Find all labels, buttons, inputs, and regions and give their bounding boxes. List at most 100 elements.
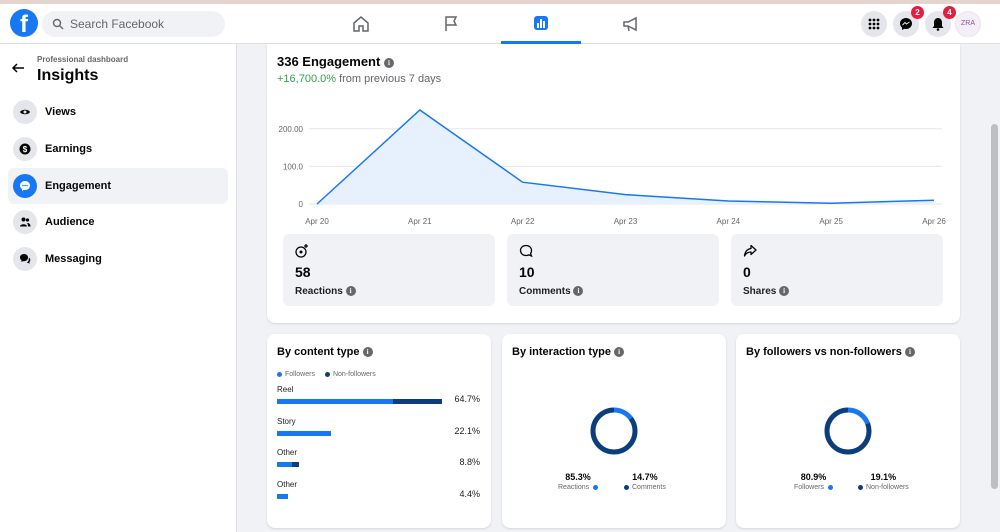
eye-icon <box>13 100 37 124</box>
row-percent: 64.7% <box>454 394 480 404</box>
change-text: from previous 7 days <box>336 73 442 85</box>
flag-icon <box>445 16 458 31</box>
shares-label: Shares i <box>743 286 790 297</box>
y-tick-label: 100.0 <box>283 162 304 171</box>
x-tick-label: Apr 21 <box>408 217 432 226</box>
info-icon[interactable]: i <box>614 347 625 358</box>
metric-shares: 0 Shares i <box>731 234 943 306</box>
comment-icon <box>519 244 533 258</box>
info-icon[interactable]: i <box>362 347 373 358</box>
dollar-icon: $ <box>13 137 37 161</box>
by-followers-card: By followers vs non-followers i 80.9% Fo… <box>736 334 960 528</box>
comments-label: Comments i <box>519 286 584 297</box>
change-percent: +16,700.0% <box>277 73 337 85</box>
breadcrumb: Professional dashboard <box>37 55 129 64</box>
grid-menu-icon <box>868 18 880 30</box>
x-tick-label: Apr 24 <box>717 217 741 226</box>
nav-pages[interactable] <box>411 4 491 44</box>
engagement-line-chart: 0 100.0 200.00 Apr 20 Apr 21 Apr 22 Apr 23 Apr … <box>279 109 946 226</box>
row-bar <box>277 430 332 436</box>
profile-avatar[interactable]: ZRA <box>955 11 981 37</box>
back-arrow-icon[interactable] <box>10 60 26 76</box>
search-input[interactable]: Search Facebook <box>42 11 225 37</box>
facebook-logo[interactable]: f <box>10 9 38 37</box>
nav-ads[interactable] <box>591 4 671 44</box>
content-type-row: Other 4.4% <box>277 480 480 502</box>
sidebar-item-label: Messaging <box>45 253 102 265</box>
sidebar-item-label: Earnings <box>45 143 93 155</box>
donut-slice <box>590 407 638 455</box>
info-icon[interactable]: i <box>573 286 584 297</box>
sidebar-item-label: Engagement <box>45 180 112 192</box>
messenger-button[interactable]: 2 <box>893 6 924 37</box>
stat-comments: 14.7% Comments <box>624 472 666 491</box>
info-icon[interactable]: i <box>383 57 394 68</box>
legend-non-followers: Non-followers <box>324 371 376 378</box>
row-label: Other <box>277 448 298 457</box>
share-icon <box>743 244 757 257</box>
engagement-change: +16,700.0% from previous 7 days <box>277 73 441 85</box>
info-icon[interactable]: i <box>345 286 356 297</box>
top-navigation-bar: f Search Facebook 2 4 ZRA <box>0 4 1000 44</box>
notifications-button[interactable]: 4 <box>925 6 956 37</box>
nav-home[interactable] <box>321 4 401 44</box>
x-tick-label: Apr 22 <box>511 217 535 226</box>
x-tick-label: Apr 23 <box>614 217 638 226</box>
y-tick-label: 200.00 <box>279 125 304 134</box>
reactions-label: Reactions i <box>295 286 356 297</box>
window-top-strip <box>0 0 1000 4</box>
home-icon <box>353 16 369 32</box>
engagement-area-fill <box>317 110 934 204</box>
chart-legend: Followers Non-followers <box>277 371 376 378</box>
chat-bubble-icon <box>13 174 37 198</box>
stat-followers: 80.9% Followers <box>794 472 833 491</box>
followers-bar-segment <box>277 462 292 467</box>
info-icon[interactable]: i <box>904 347 915 358</box>
stat-reactions: 85.3% Reactions <box>558 472 599 491</box>
row-bar <box>277 399 442 404</box>
donut-slice <box>824 407 872 455</box>
search-placeholder: Search Facebook <box>70 17 165 31</box>
comments-value: 10 <box>519 264 535 280</box>
stat-non-followers: 19.1% Non-followers <box>858 472 909 491</box>
megaphone-icon <box>623 16 637 32</box>
messenger-icon <box>900 18 912 30</box>
people-icon <box>13 210 37 234</box>
sidebar-item-label: Views <box>45 106 76 118</box>
info-icon[interactable]: i <box>779 286 790 297</box>
card-title: By followers vs non-followers i <box>746 346 915 358</box>
bell-icon <box>932 18 944 31</box>
scrollbar-thumb[interactable] <box>991 124 998 489</box>
nav-insights[interactable] <box>501 4 581 44</box>
metric-comments: 10 Comments i <box>507 234 719 306</box>
row-percent: 4.4% <box>459 488 480 499</box>
non-followers-bar-segment <box>392 399 442 404</box>
x-tick-label: Apr 26 <box>922 217 946 226</box>
row-bar <box>277 493 288 499</box>
followers-bar-segment <box>277 399 393 404</box>
sidebar-item-audience[interactable]: Audience <box>8 204 228 240</box>
followers-donut-chart <box>824 407 872 455</box>
sidebar-item-engagement[interactable]: Engagement <box>8 168 228 204</box>
legend-followers: Followers <box>277 371 315 378</box>
messenger-badge: 2 <box>911 6 924 19</box>
non-followers-bar-segment <box>291 462 300 467</box>
by-content-type-card: By content type i Followers Non-follower… <box>267 334 491 528</box>
sidebar-item-messaging[interactable]: Messaging <box>8 241 228 277</box>
reactions-value: 58 <box>295 264 311 280</box>
metric-reactions: 58 Reactions i <box>283 234 495 306</box>
y-tick-label: 0 <box>299 200 304 209</box>
row-label: Story <box>277 416 296 426</box>
card-title: By content type i <box>277 346 373 358</box>
bar-chart-icon <box>534 15 548 30</box>
content-type-row: Other 8.8% <box>277 448 480 470</box>
menu-button[interactable] <box>861 11 887 37</box>
x-tick-label: Apr 20 <box>305 217 329 226</box>
row-percent: 8.8% <box>459 457 480 467</box>
sidebar-item-views[interactable]: Views <box>8 94 228 130</box>
insights-sidebar: Professional dashboard Insights Views $ … <box>0 44 237 532</box>
followers-bar-segment <box>277 430 332 436</box>
page-title: Insights <box>37 67 99 84</box>
sidebar-item-earnings[interactable]: $ Earnings <box>8 131 228 167</box>
row-percent: 22.1% <box>454 425 480 436</box>
